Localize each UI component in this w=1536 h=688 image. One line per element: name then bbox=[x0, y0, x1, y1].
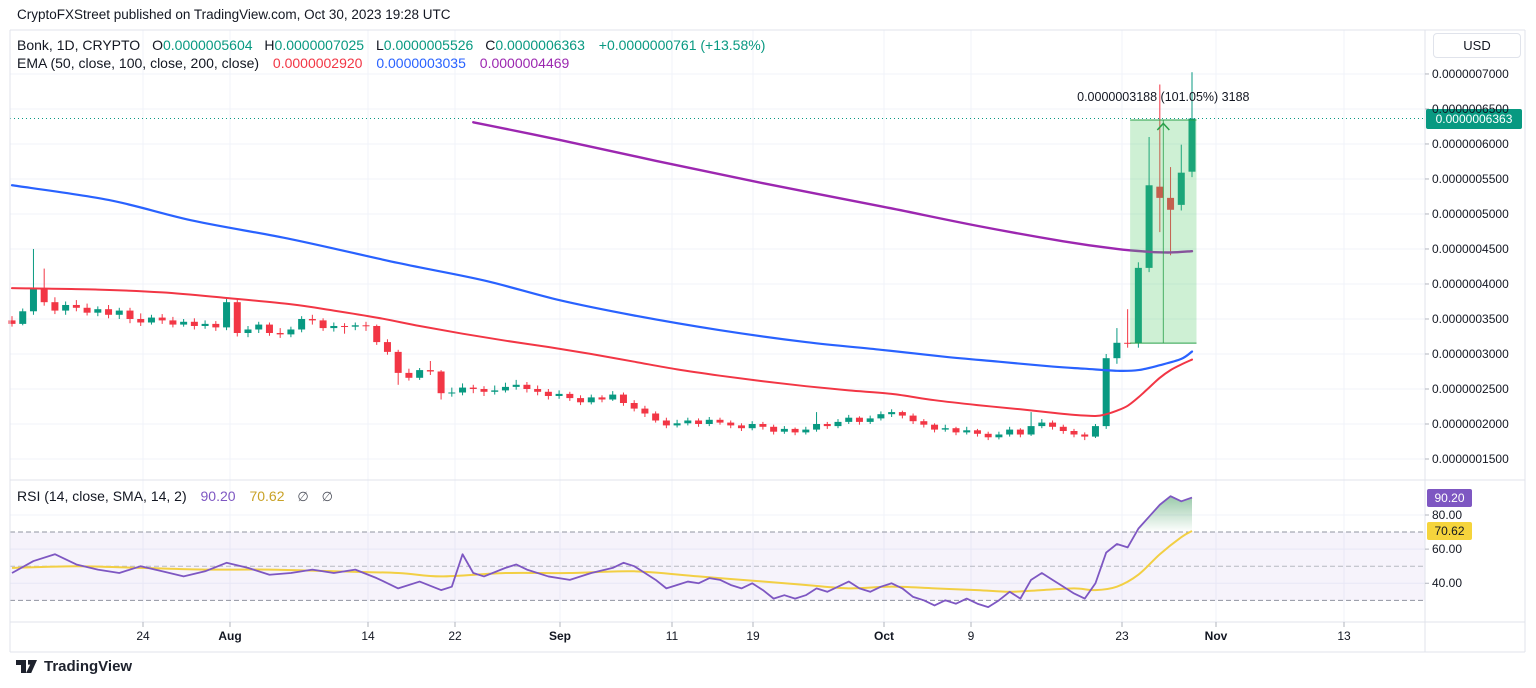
time-axis-label: 14 bbox=[361, 629, 375, 643]
time-axis-label: Oct bbox=[873, 629, 895, 643]
price-axis[interactable]: 0.0000006363 90.20 70.62 0.0000007000 0.0… bbox=[1425, 30, 1525, 652]
time-axis-label: Nov bbox=[1204, 629, 1228, 643]
rsi-legend: RSI (14, close, SMA, 14, 2) 90.20 70.62 … bbox=[17, 487, 333, 505]
ema-indicator-title: EMA (50, close, 100, close, 200, close) bbox=[17, 55, 260, 71]
price-axis-label: 0.0000002000 bbox=[1432, 416, 1509, 431]
rsi-axis-label: 80.00 bbox=[1432, 507, 1463, 522]
time-axis-label: 22 bbox=[448, 629, 462, 643]
close-label: C bbox=[485, 37, 496, 53]
price-axis-label: 0.0000006500 bbox=[1432, 101, 1509, 116]
price-axis-label: 0.0000002500 bbox=[1432, 381, 1509, 396]
grid-layer bbox=[10, 30, 1425, 622]
price-axis-label: 0.0000007000 bbox=[1432, 66, 1509, 81]
time-axis[interactable]: 24 Aug 14 22 Sep 11 19 Oct 9 23 Nov 13 bbox=[0, 622, 1425, 652]
tradingview-logo-text: TradingView bbox=[44, 658, 133, 675]
symbol-legend-row: Bonk, 1D, CRYPTO O0.0000005604 H0.000000… bbox=[17, 36, 765, 54]
rsi-upper-band-empty: ∅ bbox=[297, 489, 309, 504]
time-axis-label: 24 bbox=[136, 629, 150, 643]
price-axis-label: 0.0000004000 bbox=[1432, 276, 1509, 291]
rsi-overbought-fill bbox=[1136, 496, 1193, 533]
rsi-value-badge: 90.20 bbox=[1427, 488, 1472, 507]
rsi-sma-value: 70.62 bbox=[249, 488, 285, 504]
price-axis-label: 0.0000005000 bbox=[1432, 206, 1509, 221]
main-legend: Bonk, 1D, CRYPTO O0.0000005604 H0.000000… bbox=[17, 36, 765, 72]
ema50-line bbox=[11, 287, 1193, 417]
close-value: 0.0000006363 bbox=[495, 37, 585, 53]
current-price-badge: 0.0000006363 bbox=[1426, 108, 1522, 129]
rsi-indicator-title: RSI (14, close, SMA, 14, 2) bbox=[17, 488, 187, 504]
price-axis-label: 0.0000001500 bbox=[1432, 451, 1509, 466]
candles-layer bbox=[8, 72, 1196, 441]
rsi-value: 90.20 bbox=[200, 488, 236, 504]
rsi-sma-line bbox=[11, 530, 1193, 593]
high-label: H bbox=[264, 37, 275, 53]
rsi-sma-value-badge: 70.62 bbox=[1427, 521, 1472, 540]
rsi-band-layer bbox=[10, 531, 1425, 601]
ema100-value: 0.0000003035 bbox=[376, 55, 466, 71]
rsi-axis-label: 40.00 bbox=[1432, 576, 1463, 591]
ema-lines-layer bbox=[10, 121, 1194, 417]
footer: TradingView bbox=[16, 658, 132, 675]
time-axis-label: Sep bbox=[548, 629, 572, 643]
rsi-line bbox=[11, 495, 1193, 609]
time-axis-label: 11 bbox=[665, 629, 679, 643]
currency-button[interactable]: USD bbox=[1433, 33, 1521, 58]
ema-legend-row: EMA (50, close, 100, close, 200, close) … bbox=[17, 54, 765, 72]
time-axis-label: 23 bbox=[1115, 629, 1129, 643]
ema200-line bbox=[472, 121, 1194, 254]
frame-layer bbox=[9, 29, 1526, 653]
price-axis-label: 0.0000005500 bbox=[1432, 171, 1509, 186]
high-value: 0.0000007025 bbox=[274, 37, 365, 53]
price-axis-label: 0.0000006000 bbox=[1432, 136, 1509, 151]
open-value: 0.0000005604 bbox=[162, 37, 253, 53]
rsi-lines-layer bbox=[11, 495, 1193, 609]
low-value: 0.0000005526 bbox=[383, 37, 474, 53]
change-value: +0.0000000761 (+13.58%) bbox=[598, 37, 766, 53]
range-arrow-up-icon bbox=[1156, 122, 1170, 131]
ema200-value: 0.0000004469 bbox=[479, 55, 570, 71]
price-range-tool bbox=[1130, 119, 1197, 344]
rsi-lower-band-empty: ∅ bbox=[321, 489, 333, 504]
ema50-value: 0.0000002920 bbox=[272, 55, 363, 71]
price-axis-label: 0.0000004500 bbox=[1432, 241, 1509, 256]
ema100-line bbox=[10, 184, 1194, 373]
price-axis-label: 0.0000003000 bbox=[1432, 346, 1509, 361]
time-axis-label: 9 bbox=[967, 629, 975, 643]
time-axis-label: 13 bbox=[1337, 629, 1351, 643]
open-label: O bbox=[152, 37, 163, 53]
time-axis-label: Aug bbox=[218, 629, 242, 643]
rsi-axis-label: 60.00 bbox=[1432, 542, 1463, 557]
low-label: L bbox=[375, 37, 384, 53]
range-measure-label: 0.0000003188 (101.05%) 3188 bbox=[1077, 89, 1250, 104]
attribution-text: CryptoFXStreet published on TradingView.… bbox=[17, 7, 451, 22]
symbol-title: Bonk, 1D, CRYPTO bbox=[17, 37, 141, 53]
time-axis-label: 19 bbox=[746, 629, 760, 643]
attribution-bar: CryptoFXStreet published on TradingView.… bbox=[17, 7, 450, 22]
tradingview-logo-icon bbox=[16, 660, 37, 673]
price-axis-label: 0.0000003500 bbox=[1432, 311, 1509, 326]
